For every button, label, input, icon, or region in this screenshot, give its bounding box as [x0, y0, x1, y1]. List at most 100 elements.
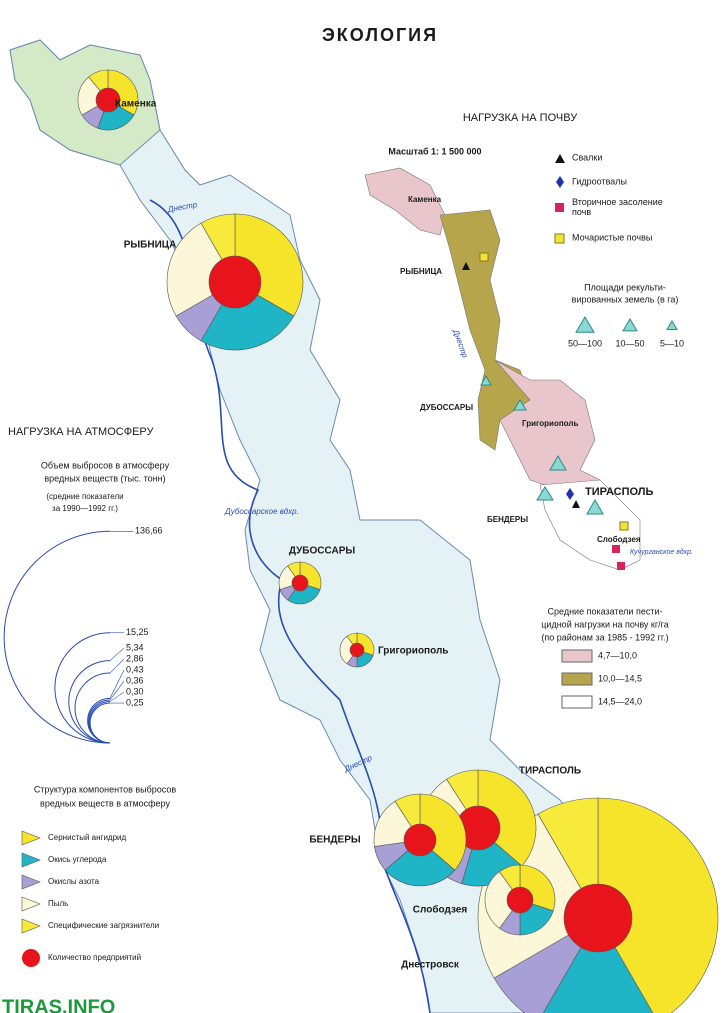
- city-label: ДУБОССАРЫ: [289, 546, 356, 557]
- city-label: ДУБОССАРЫ: [420, 403, 473, 412]
- water-label: Днестр: [451, 327, 470, 359]
- marsh-icon: [479, 252, 489, 262]
- volume-title: Объем выбросов в атмосферу: [41, 460, 170, 470]
- city-label: Днестровск: [401, 960, 460, 971]
- watermark: TIRAS.INFO: [2, 996, 115, 1013]
- reclaimed-title: Площади рекульти-: [584, 282, 666, 292]
- reclaimed-icon: [575, 316, 595, 333]
- water-label: Кучурганское вдхр.: [630, 548, 693, 556]
- reclaimed-icon: [513, 399, 527, 411]
- enterprise-count: [506, 886, 534, 914]
- volume-arc: [4, 530, 111, 744]
- labels: ЭКОЛОГИЯ НАГРУЗКА НА ПОЧВУ Масштаб 1: 1 …: [2, 25, 719, 1013]
- legend-label: Мочаристые почвы: [572, 232, 652, 242]
- legend-label: 5—10: [660, 338, 684, 348]
- water-label: Дубоссарское вдхр.: [224, 507, 299, 516]
- legend-label: Количество предприятий: [48, 953, 141, 962]
- volume-arc: [54, 632, 111, 744]
- reclaimed-icon: [549, 454, 567, 471]
- city-label: Каменка: [408, 195, 442, 204]
- city-label: ТИРАСПОЛЬ: [585, 486, 654, 498]
- legend-label: Пыль: [48, 899, 68, 908]
- city-label: Слободзея: [413, 904, 468, 916]
- leader: [109, 680, 125, 701]
- landfill-icon: [462, 262, 470, 270]
- atmosphere-heading: НАГРУЗКА НА АТМОСФЕРУ: [8, 426, 155, 438]
- reclaimed-icon: [536, 486, 554, 501]
- city-label: Каменка: [115, 99, 157, 110]
- legend-wedge: [21, 852, 41, 868]
- scale-label: 2,86: [126, 653, 144, 663]
- city-label: РЫБНИЦА: [400, 267, 442, 276]
- legend-icon: [555, 203, 564, 212]
- legend-label: 10,0—14,5: [598, 673, 642, 683]
- soil-map: [364, 167, 641, 571]
- legend-swatch: [561, 672, 593, 686]
- legend-label: Гидроотвалы: [572, 176, 627, 186]
- scale-label: 0,43: [126, 664, 144, 674]
- pie-slice: [77, 76, 109, 116]
- marsh-icon: [619, 521, 629, 531]
- legend-icon: [556, 176, 564, 188]
- city-label: Слободзея: [597, 535, 641, 544]
- legend-label: 50—100: [568, 338, 602, 348]
- scale-label: 5,34: [126, 642, 144, 652]
- reclaimed-icon: [480, 374, 492, 386]
- volume-arc: [87, 697, 111, 744]
- pie-slice: [384, 839, 456, 887]
- reclaimed-title: вированных земель (в га): [572, 294, 679, 304]
- pie-slice: [200, 281, 295, 351]
- pie-slice: [287, 582, 321, 605]
- city-label: БЕНДЕРЫ: [487, 515, 528, 524]
- legend-icon: [554, 233, 565, 244]
- enterprise-count: [563, 883, 633, 953]
- city-label: Григориополь: [378, 646, 448, 657]
- legend-wedge: [21, 896, 41, 912]
- period: за 1990—1992 гг.): [52, 504, 118, 513]
- landfill-icon: [572, 500, 580, 508]
- enterprise-count: [291, 574, 309, 592]
- volume-title: вредных веществ (тыс. тонн): [44, 473, 165, 483]
- scale-label: 15,25: [126, 627, 149, 637]
- salinization-icon: [612, 545, 620, 553]
- volume-arc: [68, 660, 111, 744]
- scale-label: 0,25: [126, 697, 144, 707]
- pie-slice: [339, 635, 358, 665]
- legend-wedge: [21, 918, 41, 934]
- city-label: ТИРАСПОЛЬ: [519, 766, 581, 777]
- pesticide-title: Средние показатели пести-: [548, 606, 663, 616]
- legend-swatch: [561, 649, 593, 663]
- enterprise-count: [349, 642, 365, 658]
- pie-slice: [484, 871, 521, 929]
- city-label: РЫБНИЦА: [124, 240, 177, 251]
- reclaimed-icon: [622, 318, 638, 332]
- pie-slice: [477, 769, 537, 867]
- scale-label: 0,36: [126, 675, 144, 685]
- volume-arc: [88, 701, 111, 744]
- leader: [109, 669, 125, 699]
- scale-label: 136,66: [135, 526, 163, 536]
- leader: [109, 658, 125, 674]
- legend-label: 14,5—24,0: [598, 696, 642, 706]
- salinization-icon: [617, 562, 625, 570]
- scale: Масштаб 1: 1 500 000: [388, 146, 481, 156]
- legend-label: Специфические загрязнители: [48, 921, 159, 930]
- period: (средние показатели: [46, 492, 123, 501]
- district: [364, 167, 446, 236]
- pie-slice: [542, 917, 654, 1013]
- pie-slice: [419, 793, 467, 871]
- reclaimed-icon: [586, 498, 604, 515]
- enterprise-count: [95, 87, 121, 113]
- page-title: ЭКОЛОГИЯ: [322, 25, 438, 45]
- volume-arc: [89, 702, 111, 744]
- enterprise-count: [208, 255, 262, 309]
- legend-wedge: [21, 830, 41, 846]
- pie-slice: [166, 222, 236, 317]
- legend-dot: [22, 949, 40, 967]
- legend-label: Свалки: [572, 152, 602, 162]
- legend-icon: [555, 154, 565, 163]
- legend-label: Окислы азота: [48, 877, 100, 886]
- pesticide-title: (по районам за 1985 - 1992 гг.): [541, 632, 668, 642]
- leader: [109, 647, 125, 661]
